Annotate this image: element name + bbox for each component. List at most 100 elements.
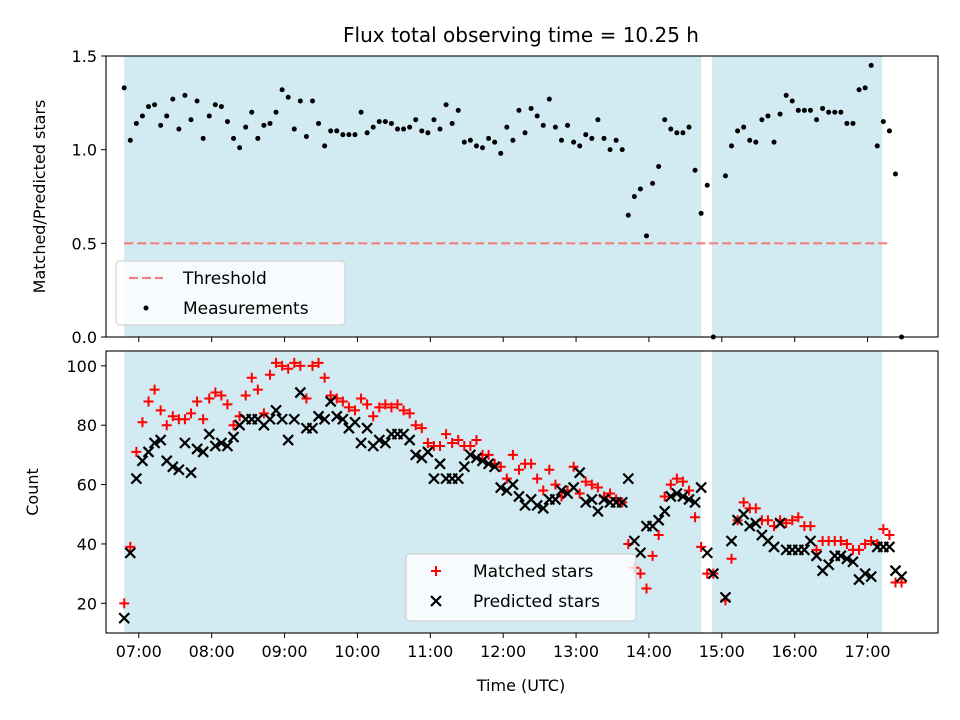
- bottom-y-tick-label-0: 20: [77, 594, 97, 613]
- predicted-star-marker-28: [288, 413, 301, 426]
- predicted-star-marker-94: [689, 496, 701, 509]
- matched-star-marker-29: [295, 360, 306, 371]
- measurement-point-45: [395, 126, 401, 132]
- matched-star-marker-91: [671, 473, 682, 484]
- matched-star-marker-17: [222, 399, 233, 410]
- matched-star-marker-2: [131, 446, 142, 457]
- measurement-point-89: [662, 117, 668, 123]
- predicted-star-marker-6: [154, 434, 167, 446]
- matched-star-marker-5: [149, 384, 160, 395]
- measurement-point-16: [218, 104, 224, 110]
- predicted-star-marker-90: [665, 490, 677, 503]
- matched-star-marker-16: [216, 390, 227, 401]
- predicted-star-marker-4: [142, 446, 155, 458]
- top-legend-box: [115, 260, 346, 326]
- measurement-point-47: [407, 124, 413, 130]
- measurement-point-91: [674, 130, 680, 136]
- matched-star-marker-48: [410, 420, 421, 431]
- measurement-point-94: [692, 167, 698, 173]
- measurement-point-31: [309, 98, 315, 104]
- bottom-y-tick-label-1: 40: [77, 535, 97, 554]
- matched-star-marker-75: [574, 488, 585, 499]
- measurement-point-82: [619, 147, 625, 153]
- top-panel: 0.0 0.5 1.0 1.5 Matched/Predicted stars Thres…: [30, 47, 939, 347]
- measurement-point-1: [127, 137, 133, 143]
- measurement-point-87: [650, 180, 656, 186]
- matched-star-marker-113: [811, 544, 822, 555]
- measurement-point-24: [267, 120, 273, 126]
- measurement-point-88: [656, 164, 662, 170]
- measurement-point-75: [577, 143, 583, 149]
- matched-star-marker-127: [896, 577, 907, 588]
- matched-star-marker-108: [781, 518, 792, 529]
- measurement-point-28: [291, 126, 297, 132]
- bottom-x-tick-label-6: 13:00: [553, 642, 599, 661]
- matched-star-marker-13: [198, 414, 209, 425]
- predicted-star-marker-69: [537, 502, 550, 515]
- measurement-point-13: [200, 135, 206, 141]
- measurement-point-17: [224, 119, 230, 125]
- measurement-point-39: [358, 109, 364, 115]
- predicted-star-marker-82: [616, 496, 628, 509]
- predicted-star-marker-56: [458, 460, 471, 473]
- matched-star-marker-42: [374, 402, 385, 413]
- measurement-point-32: [316, 120, 322, 126]
- top-legend: Threshold Measurements: [115, 260, 346, 326]
- predicted-star-marker-97: [707, 567, 720, 580]
- measurement-point-51: [431, 117, 437, 123]
- matched-star-marker-41: [368, 411, 379, 422]
- matched-star-marker-1: [125, 541, 136, 552]
- measurement-point-14: [206, 113, 212, 119]
- measurement-point-102: [747, 137, 753, 143]
- matched-star-marker-39: [356, 393, 367, 404]
- predicted-star-marker-8: [167, 460, 179, 473]
- bottom-legend-label-0: Matched stars: [473, 562, 593, 582]
- predicted-star-marker-122: [865, 570, 877, 583]
- predicted-star-marker-89: [658, 505, 671, 518]
- predicted-star-marker-77: [586, 493, 598, 506]
- matched-star-marker-20: [240, 390, 251, 401]
- measurement-point-73: [565, 122, 571, 128]
- legend-measurements-swatch: [143, 305, 149, 311]
- measurement-point-50: [425, 130, 431, 136]
- matched-star-marker-47: [404, 408, 415, 419]
- measurement-point-84: [631, 194, 637, 199]
- predicted-star-marker-75: [573, 466, 586, 479]
- measurement-point-119: [850, 120, 856, 126]
- predicted-star-marker-35: [330, 410, 343, 423]
- measurement-point-26: [279, 87, 285, 93]
- matched-star-marker-101: [738, 497, 749, 508]
- bottom-panel: 20 40 60 80 100 07:00 08:00 09:00 10:00 11:00 12:0…: [23, 350, 939, 661]
- matched-star-marker-89: [659, 491, 670, 502]
- matched-star-marker-28: [289, 357, 300, 368]
- predicted-star-marker-92: [677, 490, 689, 503]
- predicted-star-marker-125: [883, 541, 896, 553]
- measurement-point-95: [698, 210, 704, 216]
- bottom-x-tick-label-0: 07:00: [116, 642, 162, 661]
- predicted-star-marker-96: [701, 547, 714, 559]
- bottom-x-tick-label-10: 17:00: [844, 642, 890, 661]
- predicted-star-marker-12: [191, 443, 203, 455]
- measurement-point-110: [795, 107, 801, 113]
- matched-star-marker-67: [526, 458, 537, 469]
- predicted-star-marker-36: [337, 413, 349, 426]
- measurement-point-23: [261, 122, 267, 128]
- predicted-star-marker-25: [270, 404, 282, 417]
- predicted-star-marker-55: [452, 472, 465, 485]
- matched-star-marker-50: [422, 438, 433, 449]
- predicted-star-marker-76: [579, 496, 592, 509]
- measurement-point-126: [892, 171, 898, 177]
- matched-star-marker-45: [392, 399, 403, 410]
- measurement-point-77: [589, 135, 595, 141]
- measurement-point-49: [419, 128, 425, 134]
- measurement-point-100: [735, 128, 741, 134]
- predicted-star-marker-68: [531, 499, 543, 512]
- matched-star-marker-15: [210, 387, 221, 398]
- predicted-star-marker-91: [671, 487, 683, 500]
- measurement-point-6: [158, 122, 164, 128]
- bottom-y-tick-label-4: 100: [66, 357, 97, 376]
- matched-star-marker-70: [544, 464, 555, 475]
- predicted-star-marker-83: [622, 472, 635, 485]
- predicted-star-marker-50: [422, 446, 434, 458]
